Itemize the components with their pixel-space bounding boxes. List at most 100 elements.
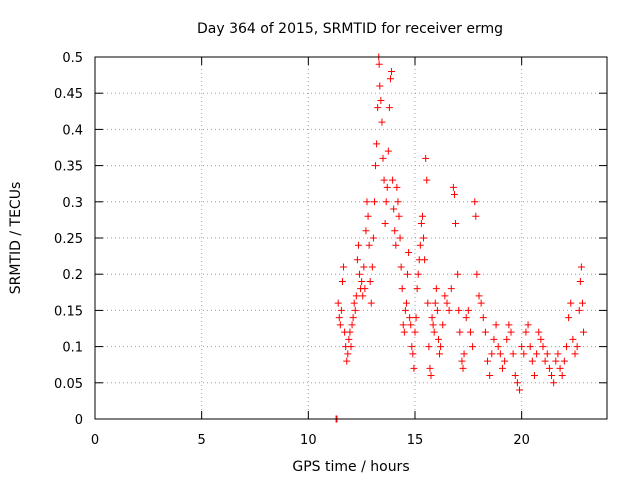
x-tick-label: 10 [300,433,317,448]
data-point [367,299,375,307]
data-point [377,96,385,104]
y-tick-label: 0.35 [54,160,83,175]
x-axis-label: GPS time / hours [292,459,409,475]
data-point [439,321,447,329]
data-point [430,328,438,336]
y-tick-label: 0.2 [62,268,83,283]
data-point [494,343,502,351]
data-point [427,372,435,380]
data-point [399,321,407,329]
data-point [362,227,370,235]
y-axis-label: SRMTID / TECUs [8,182,24,295]
data-point [380,176,388,184]
y-tick-label: 0.3 [62,196,83,211]
chart-title: Day 364 of 2015, SRMTID for receiver erm… [197,21,503,37]
data-point [386,75,394,83]
data-point [400,328,408,336]
data-point [336,321,344,329]
data-point [344,350,352,358]
data-point [501,357,509,365]
data-point [354,241,362,249]
data-point [356,270,364,278]
data-point [433,306,441,314]
data-point [384,147,392,155]
data-point [454,270,462,278]
data-point [479,314,487,322]
data-point [466,328,474,336]
data-point [507,328,515,336]
data-point [554,350,562,358]
data-point [370,198,378,206]
data-point [405,248,413,256]
data-point [429,321,437,329]
data-point [409,350,417,358]
data-point [411,328,419,336]
data-point [379,154,387,162]
data-point [432,285,440,293]
data-point [378,118,386,126]
data-point [431,299,439,307]
y-tick-label: 0.25 [54,232,83,247]
x-tick-label: 5 [198,433,206,448]
data-point [360,263,368,271]
data-point [459,364,467,372]
data-point [533,350,541,358]
data-point [421,256,429,264]
data-point [372,162,380,170]
data-point [434,335,442,343]
data-point [471,198,479,206]
data-point [398,285,406,293]
data-point [449,183,457,191]
data-point [488,350,496,358]
data-point [426,364,434,372]
data-point [475,292,483,300]
y-tick-label: 0.4 [62,123,83,138]
data-point [350,299,358,307]
data-point [520,350,528,358]
data-point [335,314,343,322]
data-point [550,379,558,387]
data-point [526,343,534,351]
data-point [424,299,432,307]
x-tick-label: 20 [513,433,530,448]
data-point [401,306,409,314]
y-tick-label: 0.5 [62,51,83,66]
data-point [473,270,481,278]
data-point [392,241,400,249]
data-point [381,220,389,228]
data-point [375,60,383,68]
data-point [382,198,390,206]
data-point [565,314,573,322]
y-tick-label: 0.1 [62,341,83,356]
data-point [417,220,425,228]
data-point [460,350,468,358]
data-point [374,104,382,112]
data-point [359,292,367,300]
data-point [334,299,342,307]
data-point [436,350,444,358]
data-point [410,364,418,372]
data-point [443,299,451,307]
data-point [518,343,526,351]
data-point [437,343,445,351]
data-point [393,183,401,191]
data-point [578,299,586,307]
data-point [513,379,521,387]
data-point [348,321,356,329]
x-tick-label: 0 [91,433,99,448]
data-point [580,328,588,336]
data-point [420,234,428,242]
data-point [575,306,583,314]
data-point [556,364,564,372]
data-point [383,183,391,191]
data-point [522,328,530,336]
data-point [462,314,470,322]
data-point [458,357,466,365]
data-point [368,263,376,271]
data-point [338,277,346,285]
data-point [390,205,398,213]
data-point [353,256,361,264]
data-point [413,285,421,293]
data-points-layer [332,53,588,423]
